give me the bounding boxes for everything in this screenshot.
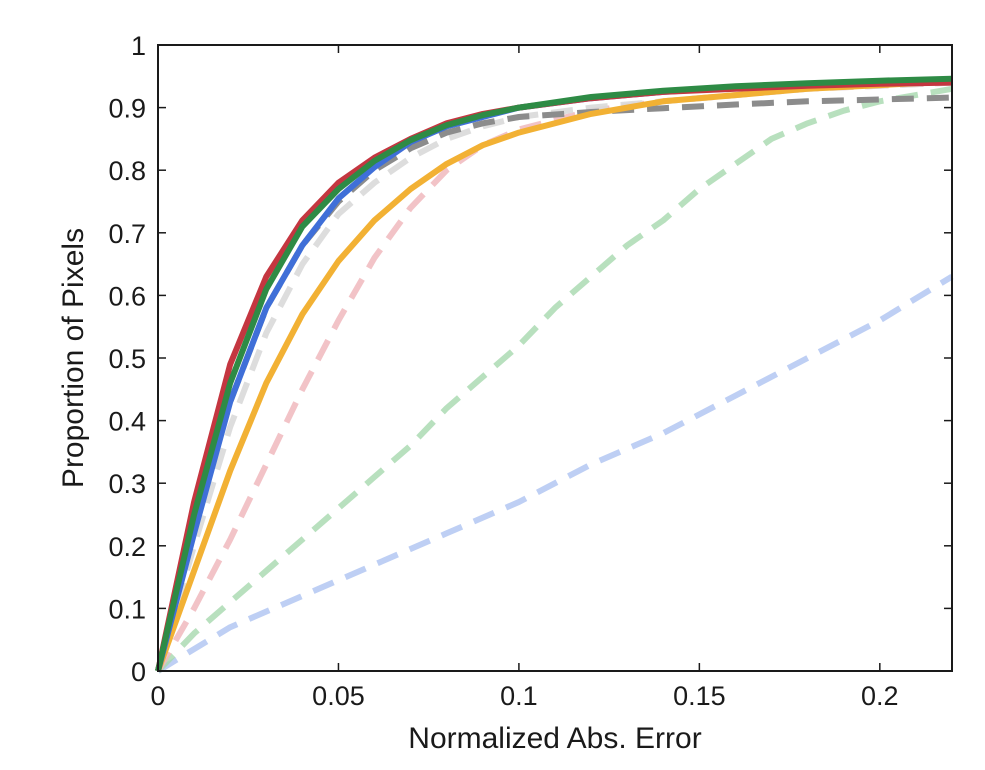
series-line-2 <box>155 85 953 674</box>
y-tick-labels: 0 0.1 0.2 0.3 0.4 0.5 0.6 0.7 0.8 0.9 1 <box>108 31 146 687</box>
y-tick-label: 1 <box>131 31 146 61</box>
y-tick-label: 0.9 <box>108 94 146 124</box>
x-axis-title: Normalized Abs. Error <box>408 722 701 755</box>
y-tick-label: 0.4 <box>108 407 146 437</box>
x-tick-labels: 0 0.05 0.1 0.15 0.2 <box>150 681 898 711</box>
series-line-1 <box>156 274 954 674</box>
series-line-8 <box>155 79 953 672</box>
series-lines <box>155 75 954 674</box>
y-tick-label: 0.1 <box>108 594 146 624</box>
x-tick-label: 0.15 <box>673 681 726 711</box>
x-tick-label: 0.05 <box>312 681 365 711</box>
y-tick-label: 0.2 <box>108 532 146 562</box>
plot-frame <box>157 44 953 672</box>
y-axis-title: Proportion of Pixels <box>57 228 90 488</box>
y-tick-label: 0.8 <box>108 156 146 186</box>
y-tick-label: 0.5 <box>108 344 146 374</box>
y-tick-label: 0 <box>131 657 146 687</box>
x-tick-label: 0.2 <box>861 681 899 711</box>
series-line-6 <box>155 78 953 673</box>
y-tick-label: 0.6 <box>108 281 146 311</box>
y-tick-label: 0.3 <box>108 469 146 499</box>
y-tick-label: 0.7 <box>108 219 146 249</box>
series-line-9 <box>155 75 953 672</box>
series-line-5 <box>155 94 953 672</box>
x-tick-label: 0 <box>150 681 165 711</box>
x-tick-label: 0.1 <box>500 681 538 711</box>
series-line-4 <box>155 79 953 672</box>
series-line-7 <box>155 77 953 672</box>
series-line-3 <box>155 79 953 673</box>
